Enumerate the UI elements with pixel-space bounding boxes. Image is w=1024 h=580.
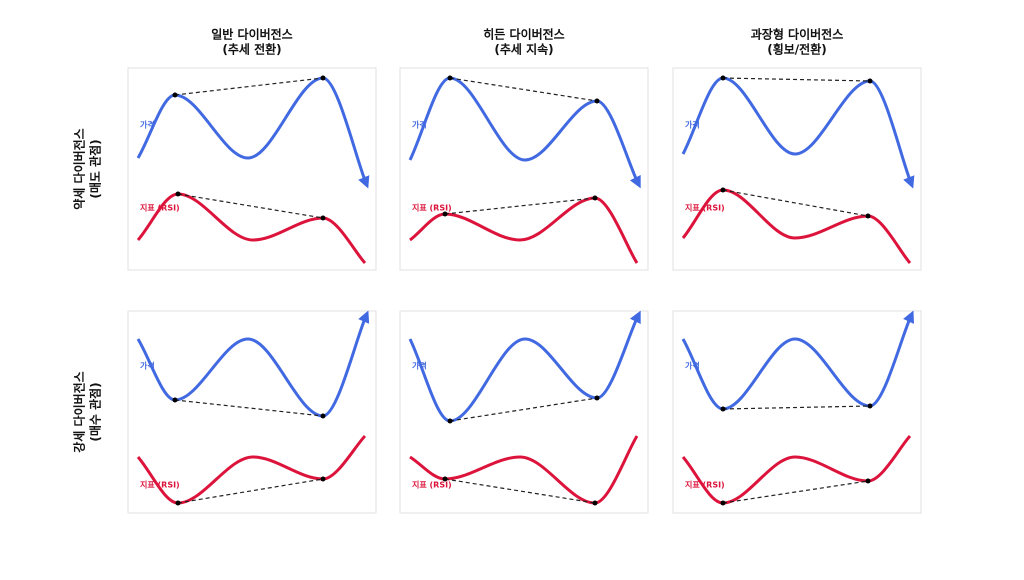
- price-curve: [136, 310, 370, 418]
- price-label: 가격: [412, 361, 427, 371]
- price-label: 가격: [140, 120, 155, 130]
- price-curve: [681, 76, 915, 189]
- indicator-curve: [136, 192, 367, 265]
- column-title: 과장형 다이버전스: [751, 27, 844, 42]
- indicator-trendline: [177, 193, 324, 219]
- panel-frame: [672, 67, 922, 271]
- row-subtitle: (매도 관점): [88, 139, 103, 198]
- price-point: [720, 406, 726, 412]
- indicator-point: [592, 195, 598, 201]
- indicator-label: 지표 (RSI): [685, 203, 725, 213]
- price-curve: [408, 76, 641, 189]
- row-title: 약세 다이버전스: [72, 128, 87, 209]
- indicator-point: [865, 478, 871, 484]
- indicator-trendline: [722, 480, 869, 504]
- indicator-trendline: [722, 189, 869, 217]
- panel-frame: [399, 67, 649, 271]
- indicator-point: [592, 500, 598, 506]
- price-point: [720, 75, 726, 81]
- panel-frame: [672, 310, 922, 514]
- panel-frame: [127, 67, 377, 271]
- price-label: 가격: [685, 361, 700, 371]
- price-label: 가격: [412, 120, 427, 130]
- indicator-label: 지표 (RSI): [140, 203, 180, 213]
- column-title: 히든 다이버전스: [483, 27, 564, 42]
- price-trendline: [174, 399, 324, 417]
- price-trendline: [449, 397, 598, 422]
- indicator-point: [442, 211, 448, 217]
- indicator-point: [320, 476, 326, 482]
- indicator-point: [865, 213, 871, 219]
- indicator-point: [175, 191, 181, 197]
- indicator-point: [442, 476, 448, 482]
- price-point: [172, 92, 178, 98]
- price-point: [447, 75, 453, 81]
- price-point: [594, 98, 600, 104]
- price-curve: [408, 310, 641, 423]
- indicator-curve: [136, 434, 367, 505]
- column-subtitle: (횡보/전환): [767, 42, 827, 57]
- price-point: [172, 397, 178, 403]
- indicator-curve: [681, 188, 912, 264]
- price-curve: [681, 310, 914, 411]
- indicator-point: [320, 215, 326, 221]
- row-title: 강세 다이버전스: [72, 371, 87, 452]
- indicator-label: 지표 (RSI): [412, 480, 452, 490]
- panel-frame: [127, 310, 377, 514]
- price-trendline: [174, 77, 324, 96]
- indicator-curve: [681, 434, 912, 505]
- price-trendline: [722, 77, 871, 82]
- indicator-curve: [409, 196, 639, 264]
- indicator-label: 지표 (RSI): [140, 480, 180, 490]
- column-subtitle: (추세 전환): [222, 42, 281, 57]
- price-point: [594, 395, 600, 401]
- column-title: 일반 다이버전스: [211, 27, 292, 42]
- price-curve: [136, 76, 370, 189]
- indicator-trendline: [444, 478, 596, 504]
- indicator-label: 지표 (RSI): [412, 203, 452, 213]
- price-point: [447, 418, 453, 424]
- row-subtitle: (매수 관점): [88, 382, 103, 441]
- price-point: [867, 403, 873, 409]
- price-point: [867, 78, 873, 84]
- indicator-point: [720, 500, 726, 506]
- price-trendline: [722, 405, 871, 410]
- indicator-curve: [409, 435, 639, 505]
- indicator-point: [175, 500, 181, 506]
- price-point: [320, 413, 326, 419]
- price-point: [320, 75, 326, 81]
- indicator-trendline: [177, 478, 324, 504]
- indicator-point: [720, 187, 726, 193]
- price-label: 가격: [140, 361, 155, 371]
- price-trendline: [449, 77, 598, 102]
- column-subtitle: (추세 지속): [494, 42, 553, 57]
- indicator-label: 지표 (RSI): [685, 480, 725, 490]
- price-label: 가격: [685, 120, 700, 130]
